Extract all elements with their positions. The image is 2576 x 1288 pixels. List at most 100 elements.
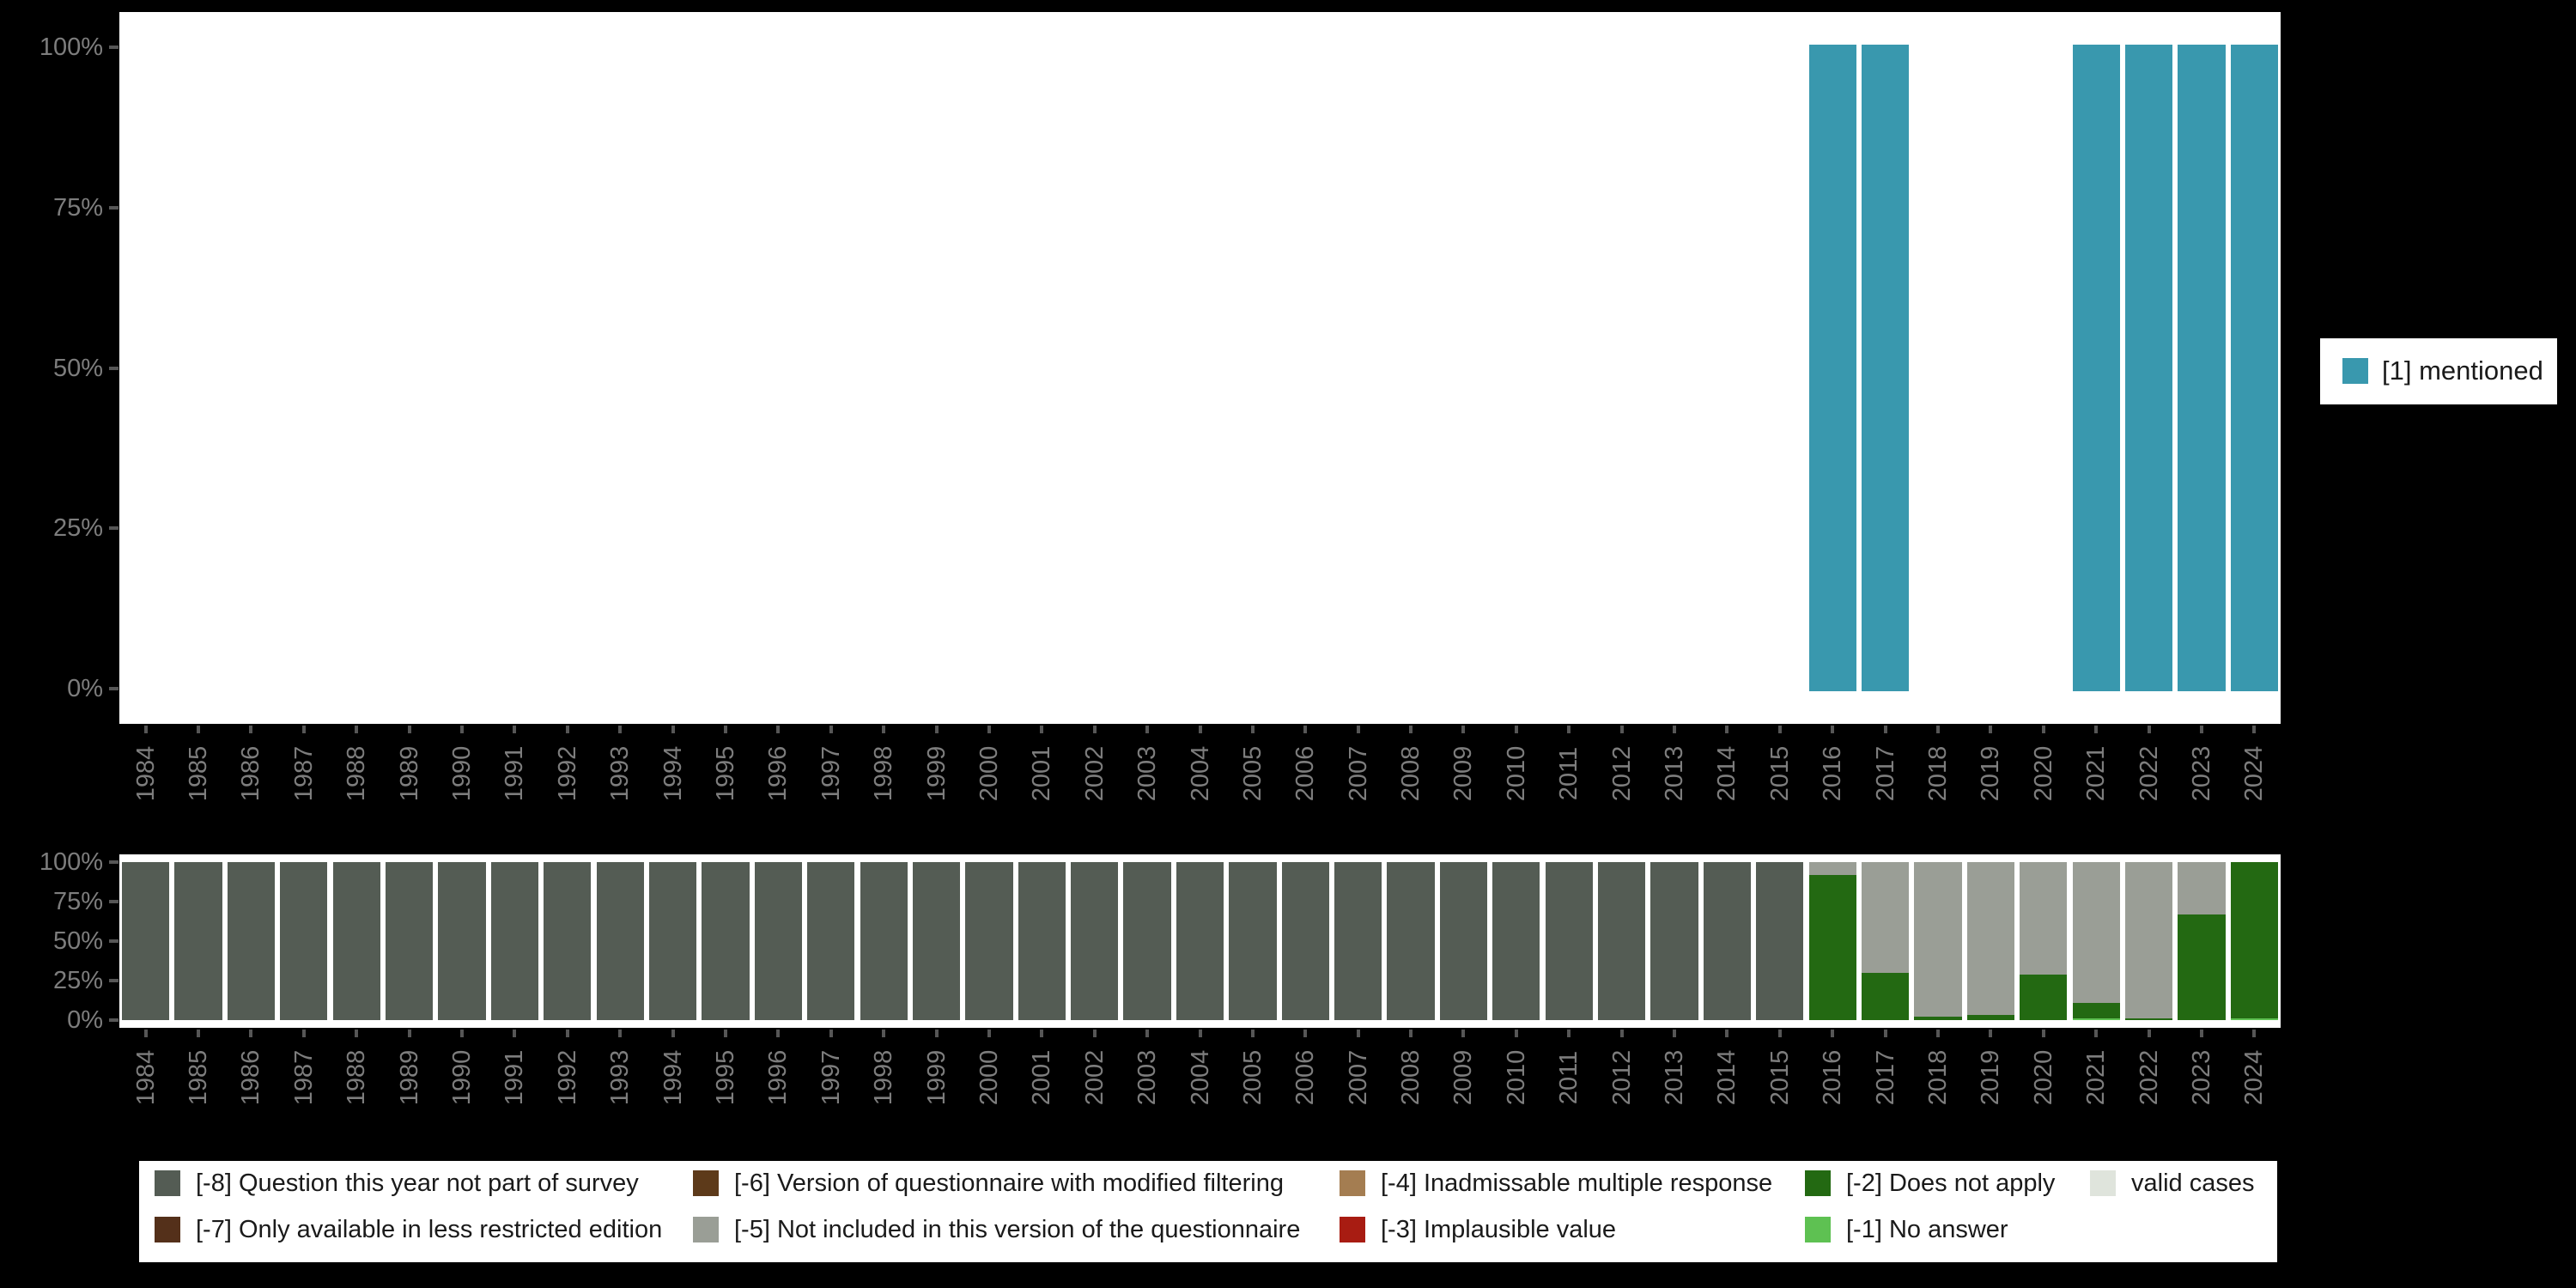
x-tick-2008 — [1409, 1030, 1413, 1037]
x-label-2001: 2001 — [1028, 745, 1056, 802]
x-label-2016: 2016 — [1819, 1049, 1847, 1106]
x-tick-2021 — [2094, 1030, 2099, 1037]
x-tick-2004 — [1198, 1030, 1202, 1037]
x-tick-2002 — [1092, 1030, 1097, 1037]
x-tick-1987 — [301, 726, 306, 733]
x-tick-2024 — [2252, 1030, 2257, 1037]
x-tick-1991 — [513, 1030, 517, 1037]
x-label-1988: 1988 — [343, 1049, 371, 1106]
segment-2023 — [2178, 914, 2226, 1020]
legend-swatch-0 — [155, 1170, 180, 1196]
x-label-2017: 2017 — [1871, 745, 1899, 802]
segment-2012 — [1597, 862, 1646, 1020]
x-label-1988: 1988 — [343, 745, 371, 802]
x-tick-2001 — [1040, 1030, 1044, 1037]
x-label-2024: 2024 — [2240, 745, 2269, 802]
segment-2009 — [1439, 862, 1488, 1020]
x-label-2006: 2006 — [1291, 1049, 1320, 1106]
x-tick-2009 — [1461, 1030, 1466, 1037]
x-label-1992: 1992 — [553, 745, 581, 802]
x-label-2020: 2020 — [2029, 745, 2057, 802]
legend-label-8: valid cases — [2131, 1170, 2255, 1197]
x-label-2022: 2022 — [2135, 1049, 2163, 1106]
x-tick-2005 — [1250, 1030, 1255, 1037]
x-label-1984: 1984 — [131, 1049, 160, 1106]
missing-values-bars — [119, 862, 2281, 1020]
y-label-100%: 100% — [39, 848, 103, 876]
y-label-25%: 25% — [52, 967, 103, 994]
x-tick-1990 — [460, 726, 465, 733]
x-label-2019: 2019 — [1977, 745, 2005, 802]
segment-1998 — [860, 862, 908, 1020]
y-label-75%: 75% — [52, 888, 103, 915]
segment-2021 — [2072, 1002, 2120, 1018]
segment-2001 — [1018, 862, 1066, 1020]
segment-2007 — [1334, 862, 1382, 1020]
y-tick-0% — [109, 1018, 118, 1022]
x-label-1996: 1996 — [764, 1049, 793, 1106]
x-label-2024: 2024 — [2240, 1049, 2269, 1106]
x-tick-1988 — [355, 726, 359, 733]
x-tick-2002 — [1092, 726, 1097, 733]
x-tick-2010 — [1514, 1030, 1518, 1037]
x-tick-2014 — [1725, 1030, 1729, 1037]
x-tick-1992 — [565, 726, 569, 733]
legend-label-3: [-5] Not included in this version of the… — [734, 1216, 1301, 1243]
legend-swatch-2 — [693, 1170, 719, 1196]
x-tick-2006 — [1303, 726, 1308, 733]
x-tick-1989 — [407, 1030, 411, 1037]
x-tick-2021 — [2094, 726, 2099, 733]
segment-2013 — [1650, 862, 1698, 1020]
x-tick-1984 — [143, 1030, 148, 1037]
legend-swatch-3 — [693, 1217, 719, 1242]
x-label-2015: 2015 — [1765, 745, 1794, 802]
segment-2021 — [2072, 862, 2120, 1003]
segment-2004 — [1176, 862, 1224, 1020]
x-tick-1985 — [197, 1030, 201, 1037]
segment-1987 — [280, 862, 328, 1020]
y-tick-0% — [109, 687, 118, 690]
x-label-2014: 2014 — [1713, 1049, 1741, 1106]
segment-1990 — [438, 862, 486, 1020]
x-label-1987: 1987 — [289, 1049, 318, 1106]
y-tick-50% — [109, 939, 118, 943]
segment-1997 — [807, 862, 855, 1020]
x-tick-2019 — [1989, 726, 1993, 733]
x-label-1985: 1985 — [185, 745, 213, 802]
x-tick-2007 — [1356, 1030, 1360, 1037]
x-tick-2015 — [1777, 1030, 1782, 1037]
y-tick-25% — [109, 979, 118, 982]
y-label-75%: 75% — [52, 193, 103, 222]
x-tick-2016 — [1831, 1030, 1835, 1037]
x-label-1997: 1997 — [817, 1049, 845, 1106]
x-tick-1990 — [460, 1030, 465, 1037]
x-label-1998: 1998 — [870, 1049, 898, 1106]
x-label-2012: 2012 — [1607, 1049, 1636, 1106]
segment-2016 — [1808, 874, 1856, 1020]
x-tick-2003 — [1145, 726, 1150, 733]
x-tick-2012 — [1619, 1030, 1624, 1037]
missing-values-plot-area — [119, 854, 2281, 1028]
x-tick-2014 — [1725, 726, 1729, 733]
x-label-2011: 2011 — [1555, 1050, 1583, 1105]
x-label-2005: 2005 — [1238, 1049, 1267, 1106]
x-tick-1996 — [776, 1030, 781, 1037]
y-label-50%: 50% — [52, 927, 103, 955]
x-label-1993: 1993 — [606, 745, 635, 802]
x-label-2010: 2010 — [1502, 745, 1530, 802]
segment-1986 — [227, 862, 276, 1020]
top-bar-2021 — [2072, 44, 2120, 692]
segment-1995 — [702, 862, 750, 1020]
segment-2024 — [2230, 862, 2278, 1018]
legend-label-6: [-2] Does not apply — [1846, 1170, 2056, 1197]
segment-2010 — [1492, 862, 1540, 1020]
missing-values-legend: [-8] Question this year not part of surv… — [139, 1161, 2277, 1262]
x-tick-2020 — [2041, 726, 2045, 733]
x-tick-1986 — [249, 1030, 253, 1037]
segment-2016 — [1808, 862, 1856, 875]
segment-1988 — [332, 862, 380, 1020]
x-label-2009: 2009 — [1449, 745, 1478, 802]
x-label-2016: 2016 — [1819, 745, 1847, 802]
segment-2008 — [1387, 862, 1435, 1020]
x-label-2003: 2003 — [1133, 1049, 1162, 1106]
